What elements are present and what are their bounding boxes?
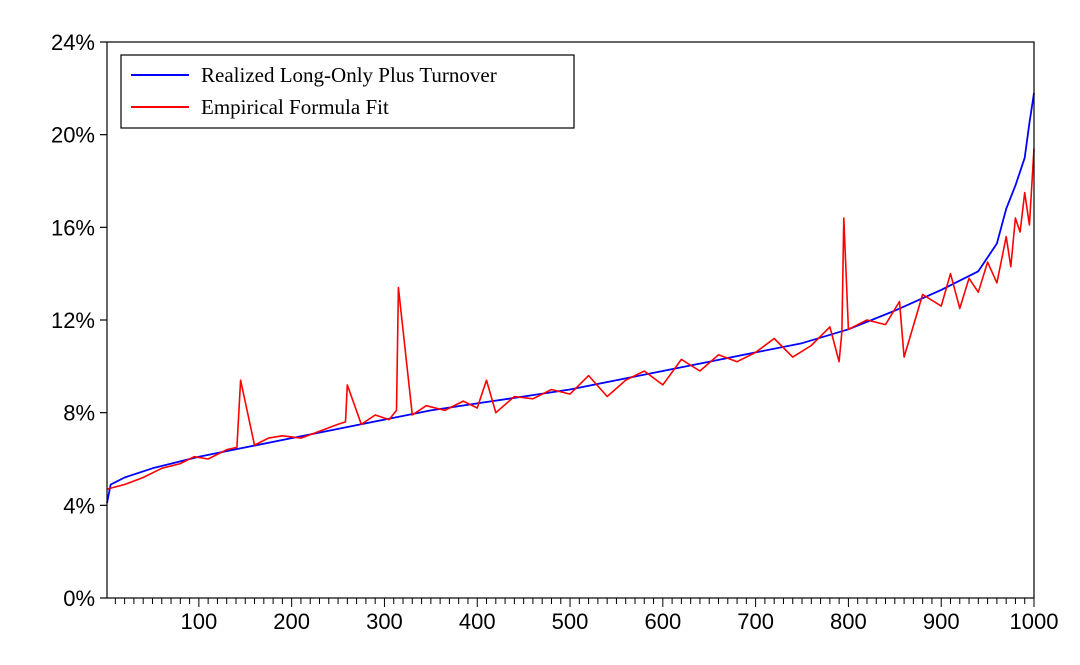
legend-label-2: Empirical Formula Fit — [201, 95, 389, 119]
x-tick-label: 100 — [181, 609, 218, 634]
x-tick-label: 200 — [273, 609, 310, 634]
x-tick-label: 300 — [366, 609, 403, 634]
axes: 0% 4% 8% 12% 16% 20% 24% 100 200 300 400 500 600 700 8… — [51, 30, 1059, 634]
y-tick-label: 12% — [51, 308, 95, 333]
plot-area — [106, 92, 1035, 504]
x-tick-label: 900 — [923, 609, 960, 634]
legend-label-1: Realized Long-Only Plus Turnover — [201, 63, 497, 87]
x-tick-label: 600 — [644, 609, 681, 634]
y-tick-label: 8% — [63, 401, 95, 426]
y-tick-label: 0% — [63, 586, 95, 611]
legend-box — [120, 54, 575, 129]
x-tick-label: 500 — [552, 609, 589, 634]
y-tick-label: 16% — [51, 215, 95, 240]
legend: Realized Long-Only Plus Turnover Empirica… — [120, 54, 575, 129]
y-tick-label: 20% — [51, 123, 95, 148]
y-tick-label: 24% — [51, 30, 95, 55]
series-line-2 — [106, 148, 1035, 490]
series-line-1 — [106, 92, 1035, 504]
y-tick-label: 4% — [63, 493, 95, 518]
x-tick-label: 1000 — [1010, 609, 1059, 634]
x-tick-label: 400 — [459, 609, 496, 634]
x-tick-label: 700 — [737, 609, 774, 634]
x-tick-label: 800 — [830, 609, 867, 634]
